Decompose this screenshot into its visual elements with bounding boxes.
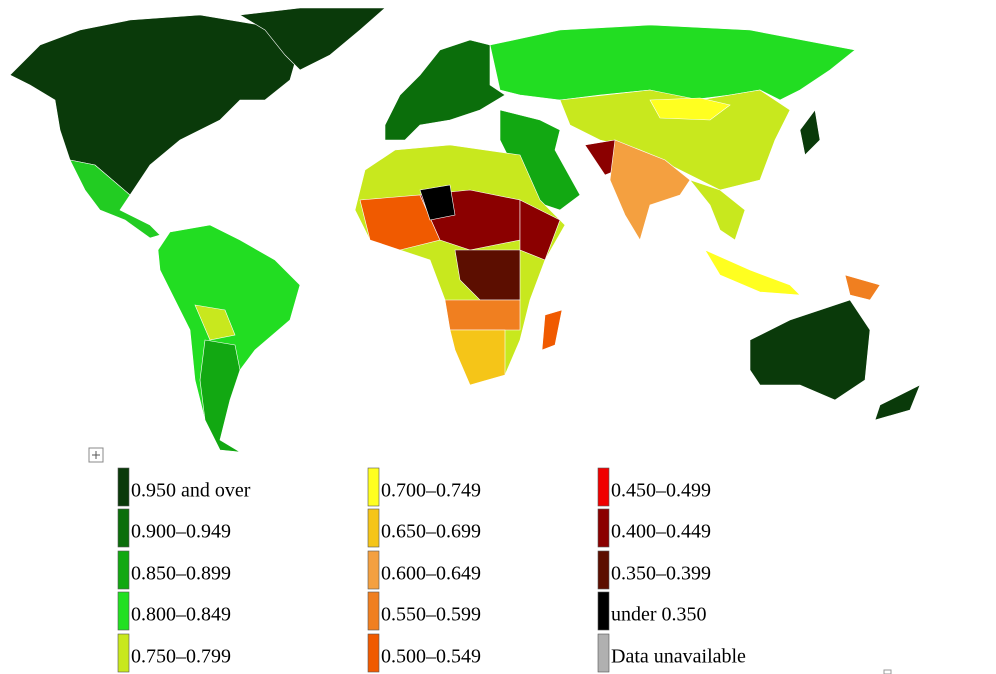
legend-label: 0.450–0.499 — [611, 480, 711, 502]
legend-label: 0.350–0.399 — [611, 563, 711, 585]
legend-swatch — [597, 633, 610, 673]
legend-label: 0.650–0.699 — [381, 521, 481, 543]
world-map — [9, 7, 921, 453]
south-america — [157, 224, 301, 453]
mongolia — [649, 97, 731, 121]
north-america — [9, 14, 301, 196]
niger — [419, 184, 456, 221]
legend-label: 0.400–0.449 — [611, 521, 711, 543]
legend-swatch — [597, 508, 610, 548]
southern-africa — [449, 329, 506, 386]
legend-label: 0.550–0.599 — [381, 604, 481, 626]
southeast-asia — [689, 179, 746, 241]
greenland — [239, 7, 386, 71]
madagascar — [541, 309, 563, 351]
new-zealand — [874, 384, 921, 421]
japan — [799, 109, 821, 156]
argentina — [199, 339, 241, 453]
legend-swatch — [117, 508, 130, 548]
legend-label: 0.600–0.649 — [381, 563, 481, 585]
legend-swatch — [367, 550, 380, 590]
legend-swatch — [117, 550, 130, 590]
russia — [489, 24, 856, 101]
australia — [749, 299, 871, 401]
legend-label: under 0.350 — [611, 604, 707, 626]
south-central-africa — [444, 299, 521, 331]
west-africa — [359, 194, 441, 251]
legend-label: 0.900–0.949 — [131, 521, 231, 543]
central-america — [69, 159, 161, 239]
bolivia — [194, 304, 236, 341]
legend-label: 0.750–0.799 — [131, 646, 231, 668]
legend-swatch — [367, 633, 380, 673]
papua-new-guinea — [844, 274, 881, 301]
corner-handle — [883, 669, 892, 674]
move-handle[interactable] — [88, 447, 104, 463]
europe — [384, 39, 506, 141]
legend-label: 0.500–0.549 — [381, 646, 481, 668]
legend-swatch — [367, 508, 380, 548]
legend-swatch — [367, 591, 380, 631]
indonesia — [704, 249, 801, 296]
legend-swatch — [367, 467, 380, 507]
legend-swatch — [597, 550, 610, 590]
legend-label: Data unavailable — [611, 646, 746, 668]
legend: 0.950 and over 0.900–0.949 0.850–0.899 0.80… — [117, 467, 746, 673]
legend-swatch — [597, 467, 610, 507]
legend-swatch — [597, 591, 610, 631]
legend-label: 0.850–0.899 — [131, 563, 231, 585]
legend-swatch — [117, 591, 130, 631]
east-africa — [519, 199, 561, 261]
legend-swatch — [117, 633, 130, 673]
legend-label: 0.800–0.849 — [131, 604, 231, 626]
legend-swatch — [117, 467, 130, 507]
india — [609, 139, 691, 241]
legend-label: 0.700–0.749 — [381, 480, 481, 502]
legend-label: 0.950 and over — [131, 480, 251, 502]
